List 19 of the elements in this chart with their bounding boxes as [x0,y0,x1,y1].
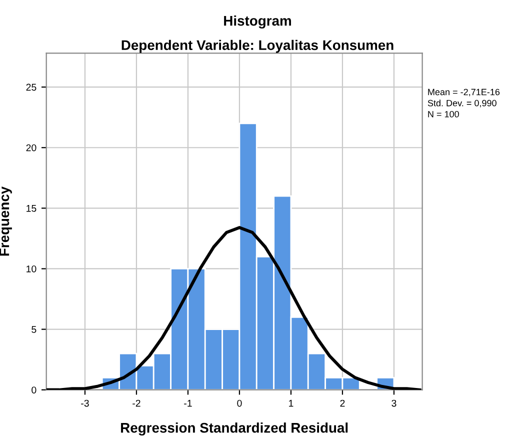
y-tick-label: 20 [26,144,36,152]
chart-subtitle: Dependent Variable: Loyalitas Konsumen [122,40,394,53]
y-tick-label: 5 [32,326,36,333]
x-tick-label: 1 [289,400,294,407]
y-tick-label: 0 [32,386,36,394]
y-tick-label: 15 [26,205,36,212]
y-tick-label: 25 [26,84,36,91]
x-tick-label: -3 [81,400,89,407]
x-tick-label: -1 [184,400,192,407]
x-tick-label: 3 [392,400,396,407]
text: N = 100 [428,110,459,118]
x-axis-title: Regression Standardized Residual [121,422,348,436]
y-tick-label: 10 [26,265,36,272]
text: Mean = -2,71E-16 [428,88,500,96]
text: Std. Dev. = 0,990 [428,100,496,108]
x-tick-label: 2 [340,400,345,407]
x-tick-label: 0 [237,400,242,407]
x-tick-label: -2 [132,400,140,407]
chart-title: Histogram [224,16,291,29]
